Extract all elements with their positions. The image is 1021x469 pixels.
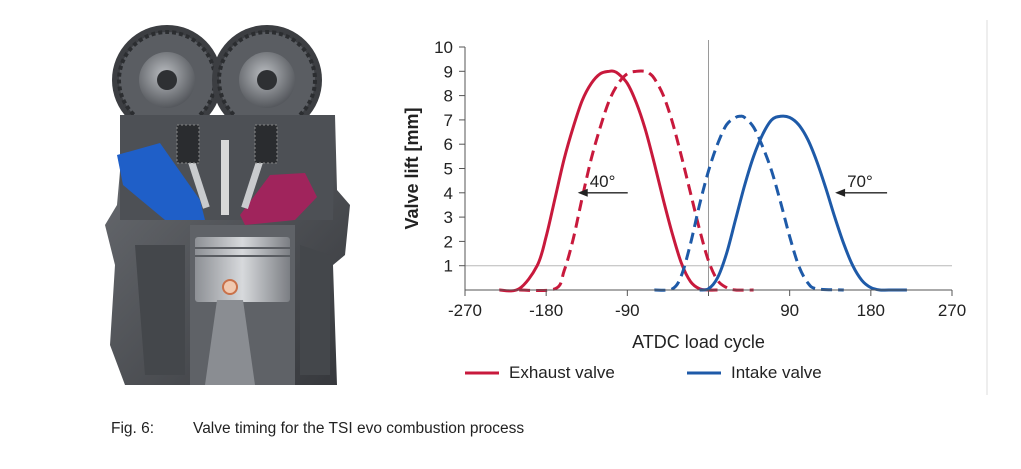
exhaust-valve-shifted-line (519, 69, 754, 293)
figure-caption: Valve timing for the TSI evo combustion … (193, 420, 525, 437)
annotation-label: 40° (590, 172, 616, 191)
x-tick-label: 90 (780, 301, 799, 320)
y-tick-label: 7 (444, 111, 453, 130)
valve-lift-chart: 1 2 3 4 5 6 7 8 9 10 -270 -180 -90 90 180 270 ATDC load … (402, 20, 988, 395)
exhaust-port (240, 173, 317, 225)
legend-label: Intake valve (731, 363, 822, 382)
annotation-arrow-head (835, 188, 846, 197)
x-axis-label: ATDC load cycle (632, 332, 765, 352)
intake-port (117, 143, 205, 220)
piston (195, 237, 290, 302)
y-tick-label: 9 (444, 62, 453, 81)
y-tick-label: 6 (444, 135, 453, 154)
x-tick-label: -90 (615, 301, 640, 320)
exhaust-valve-line (499, 69, 718, 293)
y-tick-label: 1 (444, 257, 453, 276)
y-tick-label: 5 (444, 160, 453, 179)
intake-valve-shifted-line (654, 114, 844, 292)
figure-number: Fig. 6: (111, 420, 155, 437)
chart-grid (465, 20, 988, 395)
legend-label: Exhaust valve (509, 363, 615, 382)
chart-annotations: 40° 70° (577, 172, 888, 197)
y-axis-label: Valve lift [mm] (402, 107, 422, 229)
chart-series (499, 69, 907, 293)
chart-axes: 1 2 3 4 5 6 7 8 9 10 -270 -180 -90 90 180 270 ATDC load … (402, 38, 966, 352)
x-tick-label: 270 (938, 301, 966, 320)
y-tick-label: 3 (444, 208, 453, 227)
camshaft-pulley-right (212, 25, 322, 135)
engine-cutaway-illustration (105, 25, 350, 385)
annotation-arrow-head (577, 188, 588, 197)
y-tick-label: 2 (444, 232, 453, 251)
y-tick-label: 10 (434, 38, 453, 57)
annotation-label: 70° (847, 172, 873, 191)
x-tick-label: -270 (448, 301, 482, 320)
y-tick-label: 8 (444, 87, 453, 106)
chart-legend: Exhaust valve Intake valve (465, 363, 822, 382)
y-tick-label: 4 (444, 184, 453, 203)
intake-valve-line (699, 114, 907, 292)
x-tick-label: 180 (857, 301, 885, 320)
x-tick-label: -180 (529, 301, 563, 320)
